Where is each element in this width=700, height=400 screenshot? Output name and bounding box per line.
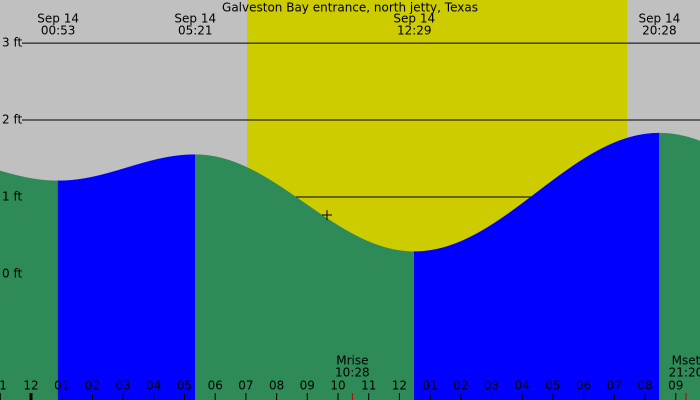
hour-label: 08 (637, 379, 652, 393)
extreme-time: 05:21 (178, 24, 213, 38)
hour-label: 04 (146, 379, 161, 393)
tide-segment (414, 132, 660, 400)
y-tick-label: 3 ft (2, 36, 22, 50)
extreme-date: Sep 14 (393, 12, 435, 26)
extreme-time: 00:53 (41, 24, 76, 38)
hour-label: 03 (115, 379, 130, 393)
extreme-date: Sep 14 (174, 12, 216, 26)
extreme-time: 20:28 (642, 24, 677, 38)
hour-label: 07 (238, 379, 253, 393)
hour-label: 04 (515, 379, 530, 393)
hour-label: 11 (361, 379, 376, 393)
y-tick-label: 0 ft (2, 266, 22, 280)
hour-label: 12 (23, 379, 38, 393)
hour-label: 07 (607, 379, 622, 393)
y-tick-label: 1 ft (2, 190, 22, 204)
hour-label: 03 (484, 379, 499, 393)
moon-time: 10:28 (335, 366, 370, 380)
hour-label: 12 (392, 379, 407, 393)
tide-segment (195, 154, 415, 400)
tide-segment (659, 132, 700, 400)
hour-label: 02 (85, 379, 100, 393)
moon-time: 21:20 (669, 366, 700, 380)
y-tick-label: 2 ft (2, 113, 22, 127)
hour-label: 01 (54, 379, 69, 393)
moon-label: Mrise (336, 354, 368, 368)
hour-label: 10 (330, 379, 345, 393)
hour-label: 1 (0, 379, 7, 393)
hour-label: 05 (545, 379, 560, 393)
tide-segment (57, 154, 196, 400)
hour-label: 05 (177, 379, 192, 393)
tide-segment (0, 170, 59, 400)
hour-label: 09 (300, 379, 315, 393)
extreme-date: Sep 14 (639, 12, 681, 26)
tide-area (0, 132, 700, 400)
hour-label: 08 (269, 379, 284, 393)
hour-label: 02 (453, 379, 468, 393)
chart-title: Galveston Bay entrance, north jetty, Tex… (222, 1, 478, 15)
extreme-time: 12:29 (397, 24, 432, 38)
hour-label: 01 (422, 379, 437, 393)
hour-label: 09 (668, 379, 683, 393)
hour-label: 06 (208, 379, 223, 393)
current-time-marker (322, 210, 332, 220)
hour-label: 06 (576, 379, 591, 393)
moon-label: Mset (672, 354, 700, 368)
extreme-date: Sep 14 (37, 12, 79, 26)
